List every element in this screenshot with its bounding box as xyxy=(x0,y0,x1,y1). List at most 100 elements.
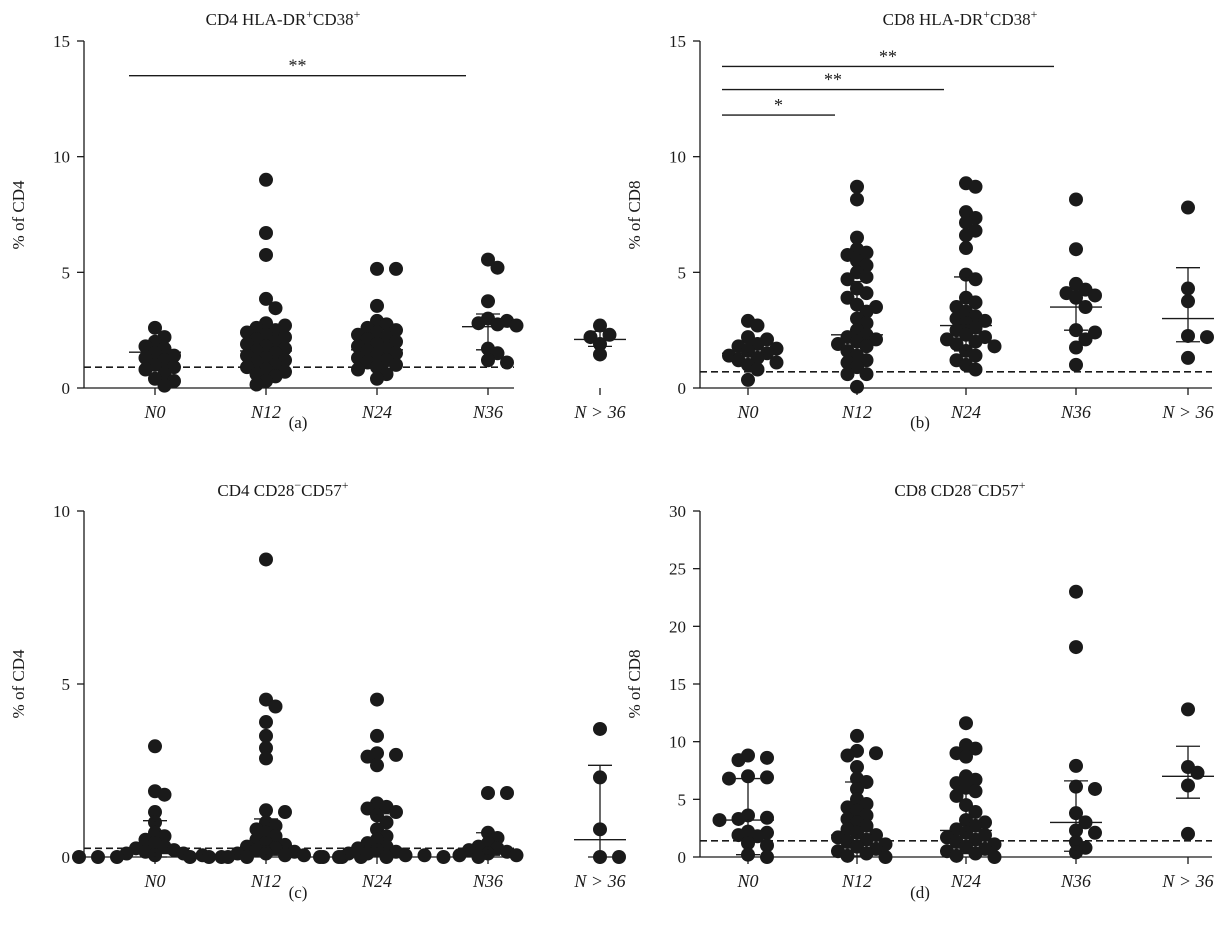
data-point xyxy=(959,749,973,764)
data-point xyxy=(202,850,216,864)
data-point xyxy=(1181,702,1195,717)
data-point xyxy=(1190,765,1205,780)
data-point xyxy=(840,367,855,382)
data-point xyxy=(731,753,746,768)
x-tick-label: N36 xyxy=(1060,402,1091,422)
significance-label: * xyxy=(774,95,783,115)
data-point xyxy=(481,252,495,267)
data-point xyxy=(259,803,273,818)
y-tick-label: 15 xyxy=(53,32,70,51)
data-point xyxy=(612,850,626,864)
panel-label: (a) xyxy=(289,413,308,432)
x-tick-label: N24 xyxy=(361,871,392,891)
data-point xyxy=(1069,242,1083,257)
significance-label: ** xyxy=(879,46,897,66)
y-tick-label: 10 xyxy=(669,148,686,167)
data-point xyxy=(968,179,983,194)
data-point xyxy=(72,850,86,864)
x-tick-label: N36 xyxy=(472,871,503,891)
data-point xyxy=(221,850,235,864)
data-point xyxy=(259,291,273,306)
y-tick-label: 25 xyxy=(669,560,686,579)
data-point xyxy=(138,362,153,377)
title-superscript: − xyxy=(971,478,978,492)
data-point xyxy=(1181,350,1195,365)
data-point xyxy=(259,741,273,756)
title-part: CD8 HLA-DR xyxy=(883,10,984,29)
data-point xyxy=(471,850,486,864)
x-tick-label: N36 xyxy=(472,402,503,422)
data-point xyxy=(1069,845,1083,860)
data-point xyxy=(593,318,607,333)
y-axis-label: % of CD4 xyxy=(9,649,28,718)
data-point xyxy=(370,728,384,743)
data-point xyxy=(850,760,864,775)
title-part: CD38 xyxy=(313,10,354,29)
data-point xyxy=(240,850,254,864)
data-point xyxy=(741,372,755,387)
data-point xyxy=(417,848,432,863)
data-point xyxy=(968,784,983,799)
data-point xyxy=(259,715,273,730)
data-point xyxy=(968,295,983,310)
chart-title: CD4 CD28−CD57+ xyxy=(217,478,348,500)
data-point xyxy=(712,813,727,828)
panel-label: (d) xyxy=(910,883,930,902)
data-point xyxy=(959,716,973,731)
x-tick-label: N12 xyxy=(250,871,281,891)
data-point xyxy=(859,339,874,354)
data-point xyxy=(741,769,755,784)
data-point xyxy=(859,245,874,260)
data-point xyxy=(850,179,864,194)
chart-title: CD4 HLA-DR+CD38+ xyxy=(206,7,361,29)
y-tick-label: 5 xyxy=(678,790,687,809)
data-point xyxy=(949,788,964,803)
data-point xyxy=(878,850,893,864)
x-tick-label: N24 xyxy=(950,402,981,422)
title-part: CD8 CD28 xyxy=(894,481,971,500)
y-tick-label: 5 xyxy=(62,263,71,282)
data-point xyxy=(278,805,292,820)
data-point xyxy=(968,362,983,377)
data-point xyxy=(869,746,883,761)
data-point xyxy=(1088,781,1102,796)
data-point xyxy=(1078,332,1093,347)
data-point xyxy=(259,728,273,743)
data-point xyxy=(370,758,384,773)
data-point xyxy=(370,261,384,276)
y-tick-label: 20 xyxy=(669,617,686,636)
data-point xyxy=(968,272,983,287)
data-point xyxy=(850,728,864,743)
data-point xyxy=(259,226,273,241)
data-point xyxy=(1181,826,1195,841)
data-point xyxy=(1069,192,1083,207)
x-tick-label: N12 xyxy=(841,871,872,891)
significance-label: ** xyxy=(824,70,842,90)
data-point xyxy=(148,805,162,820)
data-point xyxy=(760,810,774,825)
data-point xyxy=(436,850,451,864)
data-point xyxy=(850,379,864,394)
data-point xyxy=(249,377,264,392)
y-tick-label: 10 xyxy=(669,733,686,752)
y-tick-label: 5 xyxy=(678,263,687,282)
data-point xyxy=(481,294,495,309)
y-axis-label: % of CD8 xyxy=(625,650,644,719)
x-tick-label: N24 xyxy=(361,402,392,422)
data-point xyxy=(370,692,384,707)
data-point xyxy=(490,317,505,332)
data-point xyxy=(259,552,273,567)
title-superscript: + xyxy=(342,478,349,492)
y-tick-label: 0 xyxy=(678,379,687,398)
data-point xyxy=(259,751,273,766)
data-point xyxy=(968,805,983,820)
data-point xyxy=(959,228,973,243)
title-part: CD57 xyxy=(301,481,342,500)
data-point xyxy=(481,353,495,368)
data-point xyxy=(731,811,746,826)
y-tick-label: 0 xyxy=(62,848,71,867)
x-tick-label: N > 36 xyxy=(573,871,625,891)
